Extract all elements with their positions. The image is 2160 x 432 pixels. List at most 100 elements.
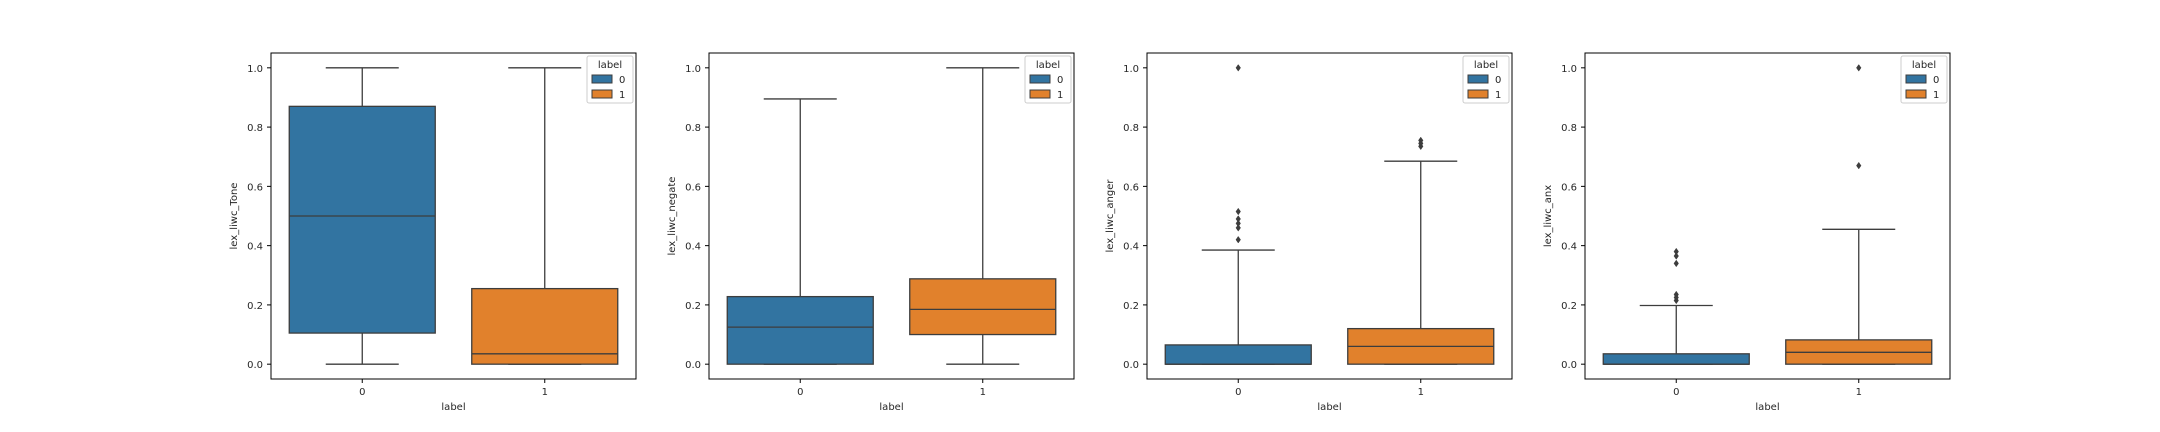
box-iqr bbox=[726, 295, 874, 365]
box-0 bbox=[1164, 64, 1312, 365]
legend: label 0 1 bbox=[1462, 55, 1510, 104]
box-1 bbox=[1347, 136, 1495, 365]
y-tick-label: 0.8 bbox=[1561, 123, 1577, 134]
y-tick-label: 0.6 bbox=[1123, 182, 1139, 193]
box-iqr bbox=[288, 105, 436, 334]
box-0 bbox=[288, 67, 436, 365]
outlier-point bbox=[1856, 161, 1862, 170]
outlier-point bbox=[1235, 235, 1241, 244]
x-tick-label: 1 bbox=[980, 387, 986, 398]
y-axis-label: lex_liwc_Tone bbox=[229, 183, 240, 250]
y-tick-label: 0.4 bbox=[247, 242, 263, 253]
outlier-point bbox=[1673, 247, 1679, 256]
subplot-2: 0.0 0.2 0.4 0.6 0.8 1.0 0 1 label lex_liwc_negate… bbox=[667, 52, 1075, 413]
y-tick-label: 0.0 bbox=[685, 360, 701, 371]
subplot-1: 0.00.20.40.60.81.00 1labellex_liwc_Tonela… bbox=[229, 52, 637, 413]
box-iqr bbox=[471, 287, 619, 365]
legend-swatch bbox=[1467, 89, 1489, 99]
y-tick-label: 0.0 bbox=[247, 360, 263, 371]
y-tick-label: 0.8 bbox=[1123, 123, 1139, 134]
box-1 bbox=[1785, 64, 1933, 365]
outlier-point bbox=[1673, 252, 1679, 260]
x-tick-label: 1 bbox=[1856, 387, 1862, 398]
legend-title: label bbox=[1912, 60, 1936, 71]
legend-label: 1 bbox=[619, 90, 625, 101]
legend-label: 1 bbox=[1933, 90, 1939, 101]
legend-label: 0 bbox=[619, 75, 625, 86]
subplot-3: 0.00.20.40.60.81.00 1labellex_liwc_angerl… bbox=[1105, 52, 1513, 413]
y-tick-label: 0.8 bbox=[685, 123, 701, 134]
axes-frame bbox=[1584, 52, 1951, 380]
y-tick-label: 0.6 bbox=[1561, 182, 1577, 193]
outlier-point bbox=[1856, 64, 1862, 72]
outlier-point bbox=[1673, 259, 1679, 268]
legend-title: label bbox=[598, 60, 622, 71]
box-1 bbox=[471, 67, 619, 365]
outlier-point bbox=[1235, 215, 1241, 223]
outlier-point bbox=[1235, 224, 1241, 232]
legend-swatch bbox=[591, 74, 613, 84]
legend-swatch bbox=[1029, 89, 1051, 99]
outlier-point bbox=[1235, 219, 1241, 228]
y-axis-label: lex_liwc_anger bbox=[1105, 179, 1116, 253]
y-tick-label: 0.2 bbox=[247, 301, 263, 312]
y-tick-label: 0.6 bbox=[685, 182, 701, 193]
y-tick-label: 0.4 bbox=[1561, 242, 1577, 253]
axes-frame bbox=[270, 52, 637, 380]
x-tick-label: 0 bbox=[1235, 387, 1241, 398]
y-tick-label: 0.0 bbox=[1123, 360, 1139, 371]
legend-title: label bbox=[1036, 60, 1060, 71]
box-iqr bbox=[909, 278, 1057, 336]
box-iqr bbox=[1164, 344, 1312, 365]
y-tick-label: 0.6 bbox=[247, 182, 263, 193]
legend: label 0 1 bbox=[1900, 55, 1948, 104]
y-tick-label: 0.2 bbox=[1561, 301, 1577, 312]
x-axis-label: label bbox=[1317, 402, 1341, 413]
axes-frame bbox=[708, 52, 1075, 380]
y-tick-label: 1.0 bbox=[1561, 64, 1577, 75]
x-tick-label: 0 bbox=[797, 387, 803, 398]
outlier-point bbox=[1673, 290, 1679, 299]
y-tick-label: 0.4 bbox=[685, 242, 701, 253]
legend-swatch bbox=[1467, 74, 1489, 84]
legend-swatch bbox=[1029, 74, 1051, 84]
axes-frame bbox=[1146, 52, 1513, 380]
legend-label: 1 bbox=[1057, 90, 1063, 101]
x-axis-label: label bbox=[879, 402, 903, 413]
box-0 bbox=[726, 98, 874, 365]
outlier-point bbox=[1235, 207, 1241, 216]
box-iqr bbox=[1602, 353, 1750, 365]
subplot-4: 0.00.20.40.60.81.00 1labellex_liwc_anxlab… bbox=[1543, 52, 1951, 413]
y-tick-label: 1.0 bbox=[685, 64, 701, 75]
legend-swatch bbox=[1905, 74, 1927, 84]
y-tick-label: 0.8 bbox=[247, 123, 263, 134]
legend-swatch bbox=[1905, 89, 1927, 99]
x-tick-label: 1 bbox=[542, 387, 548, 398]
y-tick-label: 0.2 bbox=[1123, 301, 1139, 312]
legend-label: 0 bbox=[1495, 75, 1501, 86]
legend-swatch bbox=[591, 89, 613, 99]
legend-label: 1 bbox=[1495, 90, 1501, 101]
x-axis-label: label bbox=[441, 402, 465, 413]
y-tick-label: 0.0 bbox=[1561, 360, 1577, 371]
y-tick-label: 1.0 bbox=[1123, 64, 1139, 75]
legend-label: 0 bbox=[1057, 75, 1063, 86]
legend: label 0 1 bbox=[586, 55, 634, 104]
y-tick-label: 0.4 bbox=[1123, 242, 1139, 253]
y-tick-label: 1.0 bbox=[247, 64, 263, 75]
x-axis-label: label bbox=[1755, 402, 1779, 413]
box-1 bbox=[909, 67, 1057, 365]
legend-title: label bbox=[1474, 60, 1498, 71]
y-axis-label: lex_liwc_negate bbox=[667, 177, 678, 256]
outlier-point bbox=[1235, 64, 1241, 72]
x-tick-label: 0 bbox=[359, 387, 365, 398]
y-tick-label: 0.2 bbox=[685, 301, 701, 312]
x-tick-label: 0 bbox=[1673, 387, 1679, 398]
x-tick-label: 1 bbox=[1418, 387, 1424, 398]
y-axis-label: lex_liwc_anx bbox=[1543, 185, 1554, 247]
legend-label: 0 bbox=[1933, 75, 1939, 86]
box-0 bbox=[1602, 247, 1750, 365]
legend: label 0 1 bbox=[1024, 55, 1072, 104]
outlier-point bbox=[1418, 136, 1424, 145]
